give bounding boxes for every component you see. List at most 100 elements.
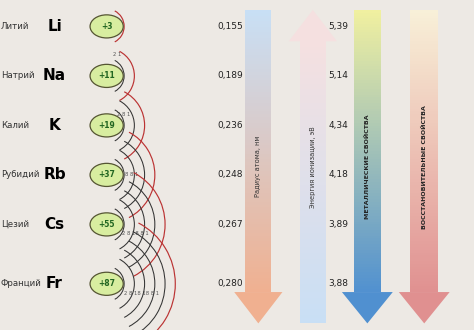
Bar — [354, 145, 381, 148]
Bar — [246, 185, 272, 188]
Text: Rb: Rb — [43, 167, 66, 182]
Bar — [300, 140, 326, 143]
Bar — [354, 205, 381, 207]
Bar — [354, 10, 381, 13]
Bar — [246, 219, 272, 221]
Bar — [300, 261, 326, 264]
Bar — [410, 103, 438, 106]
Bar — [246, 261, 272, 264]
Bar — [246, 188, 272, 190]
Bar — [354, 52, 381, 55]
Bar — [300, 202, 326, 205]
Bar — [354, 258, 381, 261]
Bar — [246, 66, 272, 69]
Bar — [246, 244, 272, 247]
Text: 2 8 18 18 8 1: 2 8 18 18 8 1 — [124, 291, 159, 296]
Bar — [354, 162, 381, 165]
Text: K: K — [49, 118, 60, 133]
Bar — [300, 47, 326, 50]
Text: Na: Na — [43, 68, 66, 83]
Bar — [410, 151, 438, 154]
Bar — [354, 168, 381, 171]
Bar — [410, 171, 438, 174]
Bar — [300, 146, 326, 148]
Text: 2 1: 2 1 — [113, 52, 121, 57]
Bar — [300, 233, 326, 236]
Bar — [410, 78, 438, 81]
Bar — [410, 38, 438, 41]
Bar — [246, 159, 272, 162]
Bar — [246, 83, 272, 86]
Bar — [354, 219, 381, 221]
Bar — [410, 140, 438, 143]
Bar — [410, 221, 438, 224]
Text: Cs: Cs — [45, 217, 64, 232]
Bar — [246, 151, 272, 154]
Circle shape — [90, 114, 123, 137]
Text: +19: +19 — [98, 121, 115, 130]
Text: Литий: Литий — [1, 22, 29, 31]
Bar — [354, 270, 381, 272]
Bar — [246, 81, 272, 83]
Text: Li: Li — [47, 19, 62, 34]
Bar — [300, 320, 326, 323]
Bar — [246, 131, 272, 134]
Bar — [410, 270, 438, 272]
Bar — [300, 236, 326, 239]
Bar — [354, 221, 381, 224]
Bar — [354, 250, 381, 252]
Bar — [410, 69, 438, 72]
Bar — [246, 69, 272, 72]
Bar — [410, 179, 438, 182]
Text: 3,89: 3,89 — [328, 220, 348, 229]
Bar — [300, 315, 326, 318]
Bar — [246, 128, 272, 131]
Bar — [300, 267, 326, 270]
Bar — [410, 219, 438, 221]
Bar — [354, 140, 381, 143]
Bar — [246, 30, 272, 32]
Bar — [246, 264, 272, 267]
Bar — [246, 55, 272, 58]
Bar — [246, 32, 272, 35]
Bar — [354, 267, 381, 270]
Bar — [410, 106, 438, 109]
Bar — [354, 196, 381, 199]
Bar — [300, 44, 326, 47]
Bar — [300, 191, 326, 194]
Bar — [246, 239, 272, 241]
Bar — [246, 213, 272, 216]
Bar — [246, 241, 272, 244]
Bar — [246, 38, 272, 41]
Bar — [300, 205, 326, 208]
Bar — [354, 255, 381, 258]
Bar — [354, 236, 381, 239]
Bar — [246, 18, 272, 21]
Bar — [300, 188, 326, 191]
Bar — [246, 174, 272, 176]
Bar — [246, 75, 272, 78]
Bar — [300, 180, 326, 182]
Bar — [300, 289, 326, 292]
Bar — [300, 83, 326, 86]
Bar — [300, 227, 326, 230]
Bar — [410, 210, 438, 213]
Bar — [246, 78, 272, 81]
Polygon shape — [342, 292, 393, 323]
Bar — [300, 151, 326, 154]
Bar — [354, 106, 381, 109]
Text: +87: +87 — [98, 279, 115, 288]
Bar — [300, 61, 326, 64]
Bar — [300, 157, 326, 160]
Bar — [354, 109, 381, 112]
Bar — [354, 202, 381, 205]
Bar — [300, 168, 326, 171]
Bar — [354, 35, 381, 38]
Bar — [246, 258, 272, 261]
Bar — [246, 230, 272, 233]
Bar — [246, 145, 272, 148]
Bar — [354, 86, 381, 89]
Bar — [354, 244, 381, 247]
Bar — [354, 55, 381, 58]
Bar — [410, 16, 438, 18]
